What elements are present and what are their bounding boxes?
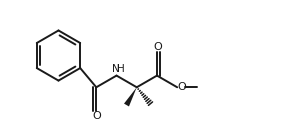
Text: N: N (112, 64, 119, 74)
Text: O: O (177, 82, 186, 92)
Text: H: H (117, 64, 125, 74)
Polygon shape (124, 87, 137, 106)
Text: O: O (153, 41, 162, 52)
Text: O: O (92, 111, 101, 121)
